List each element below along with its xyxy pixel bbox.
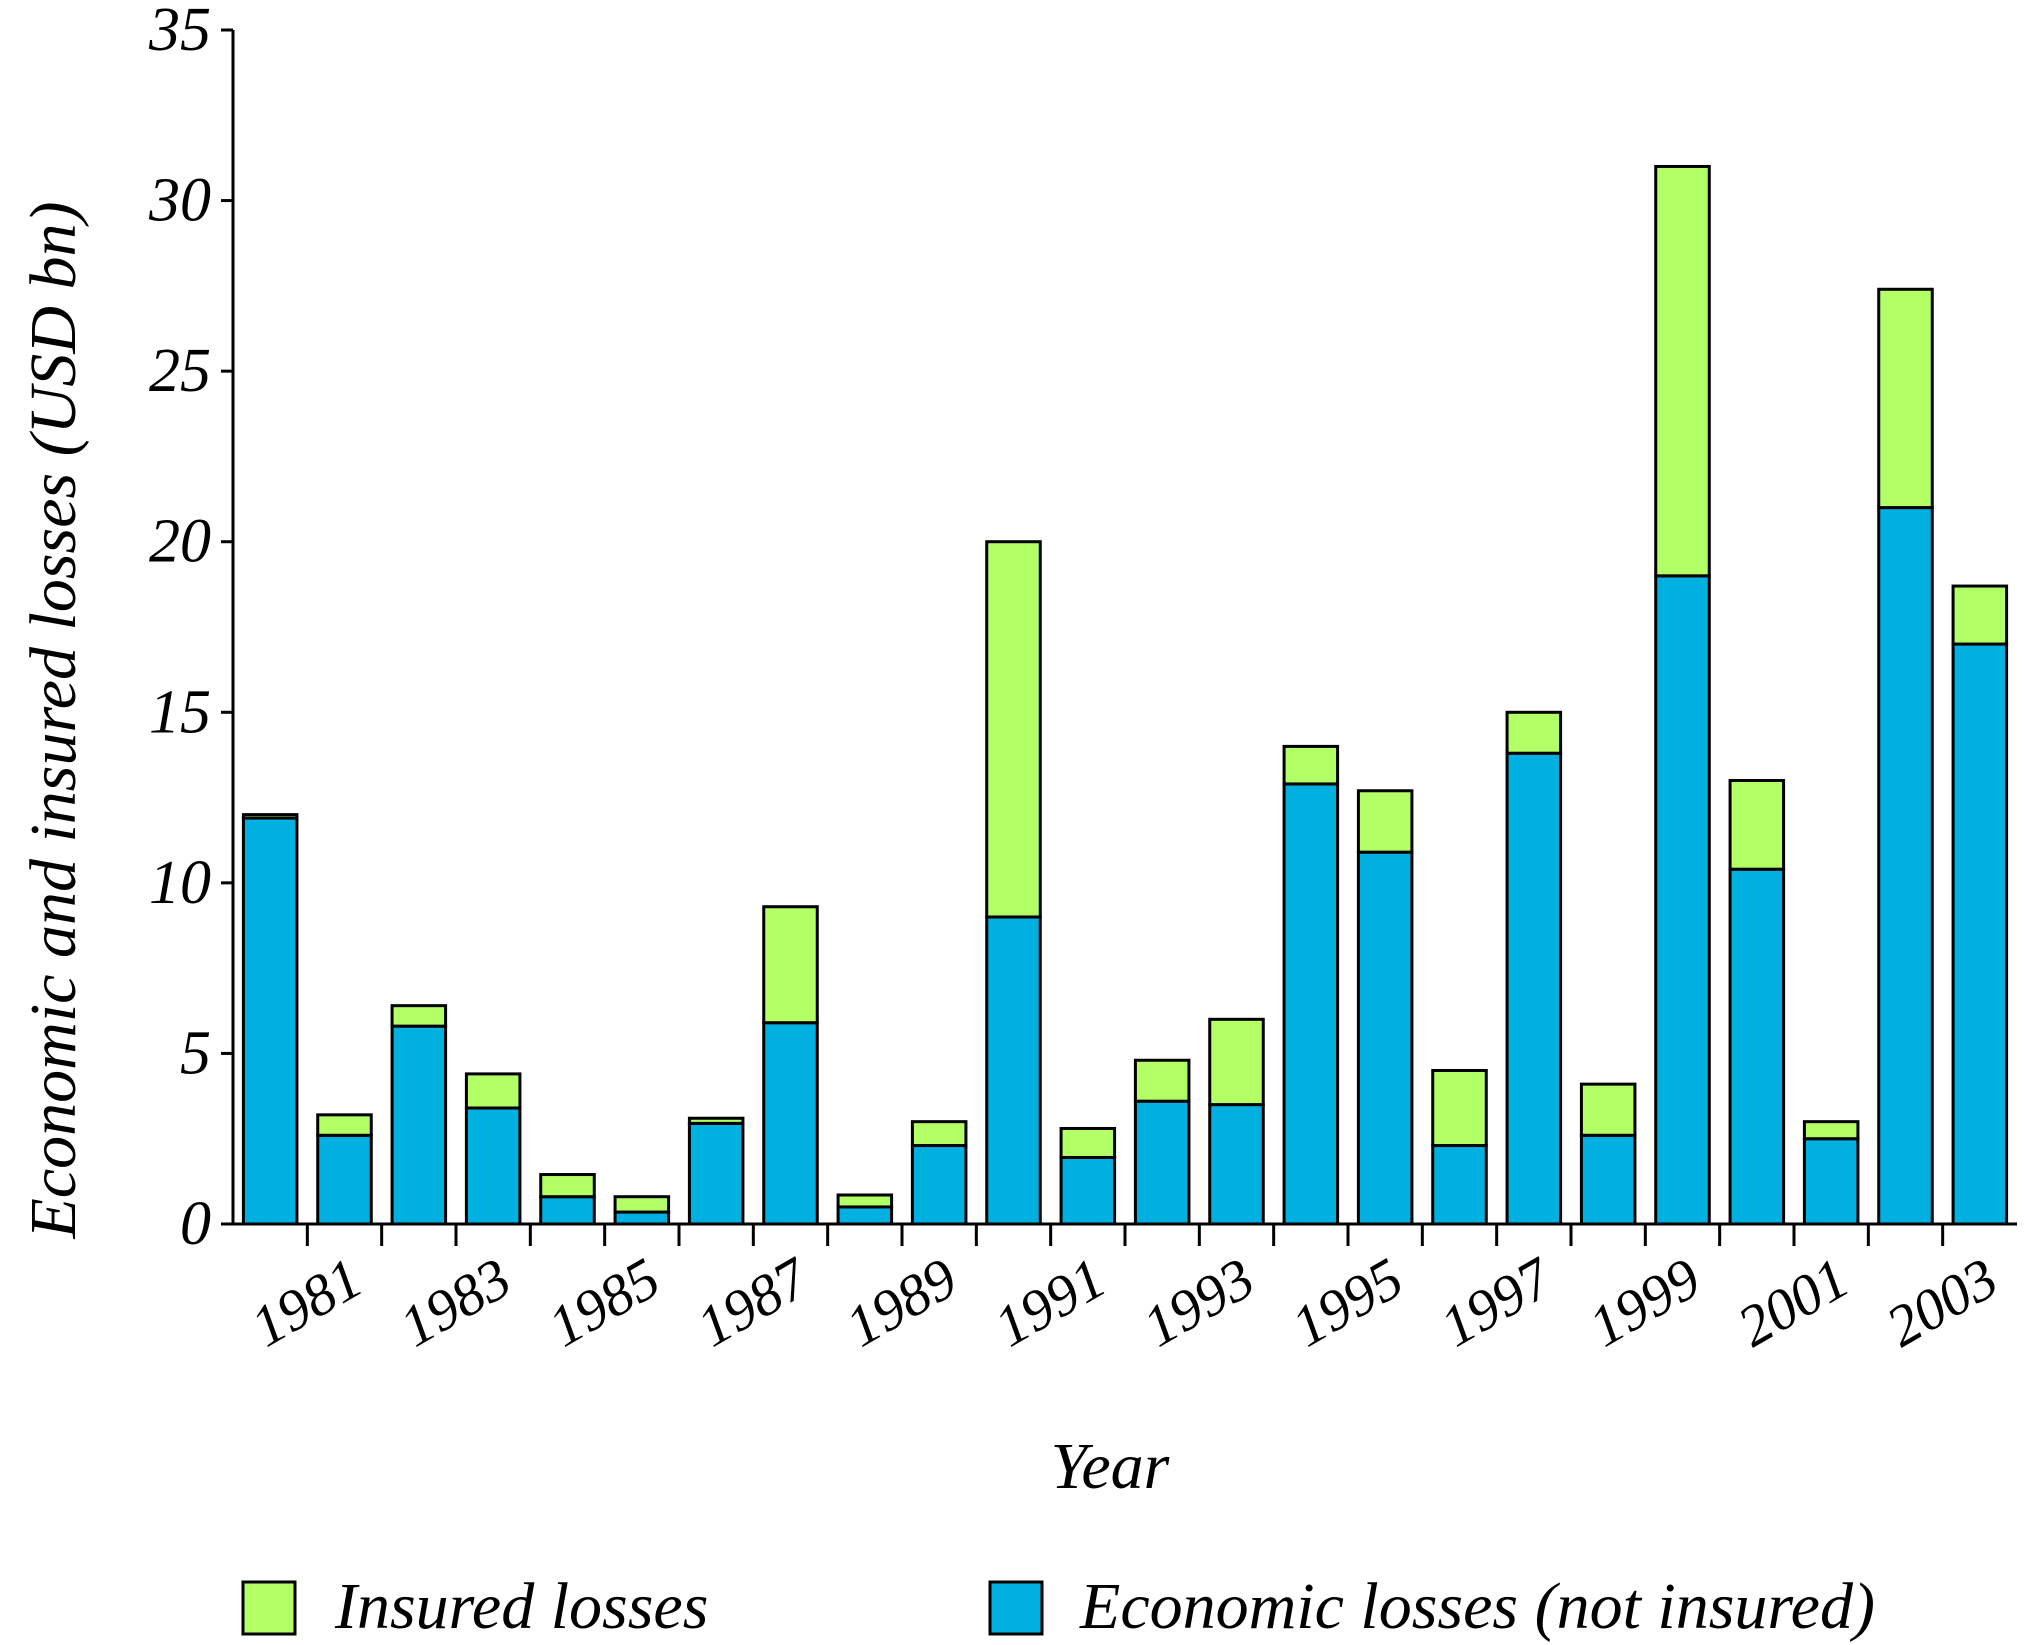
legend-swatch-economic bbox=[988, 1580, 1044, 1636]
x-tick-label: 1989 bbox=[835, 1245, 968, 1359]
y-tick-label: 25 bbox=[149, 337, 211, 405]
bar-insured-1980 bbox=[241, 813, 299, 820]
x-tick-label: 2001 bbox=[1727, 1245, 1860, 1359]
bar-insured-2002 bbox=[1877, 287, 1934, 510]
bar-economic-1992 bbox=[1133, 1099, 1191, 1226]
y-tick-labels: 0 5 10 15 20 25 30 35 bbox=[148, 0, 211, 1258]
axes-group bbox=[221, 28, 2017, 1246]
legend-label-economic: Economic losses (not insured) bbox=[1079, 1570, 1875, 1643]
x-tick-label: 1981 bbox=[240, 1245, 373, 1359]
legend-swatch-insured bbox=[241, 1580, 297, 1636]
bar-insured-1994 bbox=[1282, 744, 1340, 786]
bars-group bbox=[241, 164, 2009, 1226]
bar-economic-1980 bbox=[241, 816, 299, 1226]
x-tick-label: 1997 bbox=[1429, 1244, 1564, 1359]
y-tick-label: 0 bbox=[180, 1190, 211, 1258]
bar-insured-1983 bbox=[464, 1072, 522, 1110]
bar-economic-1987 bbox=[762, 1021, 819, 1226]
bar-insured-1995 bbox=[1356, 789, 1414, 854]
bar-insured-1988 bbox=[836, 1193, 894, 1209]
bar-insured-1981 bbox=[316, 1113, 373, 1137]
x-tick-label: 1983 bbox=[389, 1245, 522, 1359]
bar-insured-1991 bbox=[1059, 1126, 1117, 1159]
bar-economic-1997 bbox=[1505, 751, 1563, 1226]
bar-insured-2003 bbox=[1951, 584, 2009, 646]
bar-economic-1985 bbox=[613, 1210, 671, 1226]
bar-insured-1984 bbox=[539, 1173, 596, 1199]
bar-insured-1999 bbox=[1654, 164, 1711, 578]
bar-insured-1986 bbox=[687, 1116, 745, 1125]
bar-insured-1997 bbox=[1505, 710, 1563, 755]
bar-insured-1993 bbox=[1208, 1017, 1265, 1107]
x-tick-label: 1995 bbox=[1281, 1245, 1414, 1359]
bar-economic-2001 bbox=[1802, 1137, 1860, 1226]
bar-economic-1996 bbox=[1431, 1144, 1488, 1226]
bar-economic-1990 bbox=[985, 915, 1042, 1226]
bar-economic-1994 bbox=[1282, 782, 1340, 1226]
bar-insured-1992 bbox=[1133, 1058, 1191, 1103]
x-axis-title: Year bbox=[1051, 1430, 1170, 1503]
bar-insured-1985 bbox=[613, 1195, 671, 1214]
x-tick-label: 2003 bbox=[1875, 1245, 2008, 1359]
x-tick-labels: 1981 1983 1985 1987 1989 1991 1993 1995 1997 1999… bbox=[240, 1244, 2008, 1359]
y-axis-title: Economic and insured losses (USD bn) bbox=[17, 202, 90, 1240]
legend: Insured losses Economic losses (not insu… bbox=[241, 1570, 1875, 1643]
bar-insured-1987 bbox=[762, 905, 819, 1025]
bar-economic-1989 bbox=[910, 1144, 968, 1226]
bar-insured-2001 bbox=[1802, 1120, 1860, 1141]
bar-economic-2003 bbox=[1951, 642, 2009, 1226]
bar-economic-1993 bbox=[1208, 1103, 1265, 1226]
bar-economic-1986 bbox=[687, 1121, 745, 1226]
bar-economic-1999 bbox=[1654, 574, 1711, 1226]
y-tick-label: 20 bbox=[149, 508, 211, 576]
bar-insured-1982 bbox=[390, 1004, 448, 1028]
bar-economic-1998 bbox=[1579, 1133, 1637, 1226]
x-tick-label: 1999 bbox=[1578, 1245, 1711, 1359]
y-tick-label: 15 bbox=[149, 678, 211, 746]
legend-label-insured: Insured losses bbox=[334, 1570, 708, 1643]
bar-economic-1995 bbox=[1356, 850, 1414, 1226]
bar-economic-1981 bbox=[316, 1133, 373, 1226]
bar-economic-2002 bbox=[1877, 506, 1934, 1226]
y-tick-label: 10 bbox=[149, 849, 211, 917]
x-tick-label: 1991 bbox=[983, 1245, 1116, 1359]
bar-economic-1983 bbox=[464, 1106, 522, 1226]
bar-economic-2000 bbox=[1728, 867, 1786, 1226]
bar-insured-1996 bbox=[1431, 1068, 1488, 1148]
bar-insured-1990 bbox=[985, 540, 1042, 919]
x-tick-label: 1985 bbox=[537, 1245, 670, 1359]
bar-economic-1991 bbox=[1059, 1155, 1117, 1226]
y-tick-label: 5 bbox=[180, 1019, 211, 1087]
x-tick-label: 1993 bbox=[1132, 1245, 1265, 1359]
bar-economic-1982 bbox=[390, 1024, 448, 1226]
bar-insured-1989 bbox=[910, 1120, 968, 1148]
x-tick-label: 1987 bbox=[686, 1244, 821, 1359]
y-tick-label: 30 bbox=[148, 167, 211, 235]
bar-insured-1998 bbox=[1579, 1082, 1637, 1137]
bar-economic-1984 bbox=[539, 1195, 596, 1226]
bar-economic-1988 bbox=[836, 1205, 894, 1226]
y-tick-label: 35 bbox=[148, 0, 211, 64]
bar-insured-2000 bbox=[1728, 779, 1786, 871]
